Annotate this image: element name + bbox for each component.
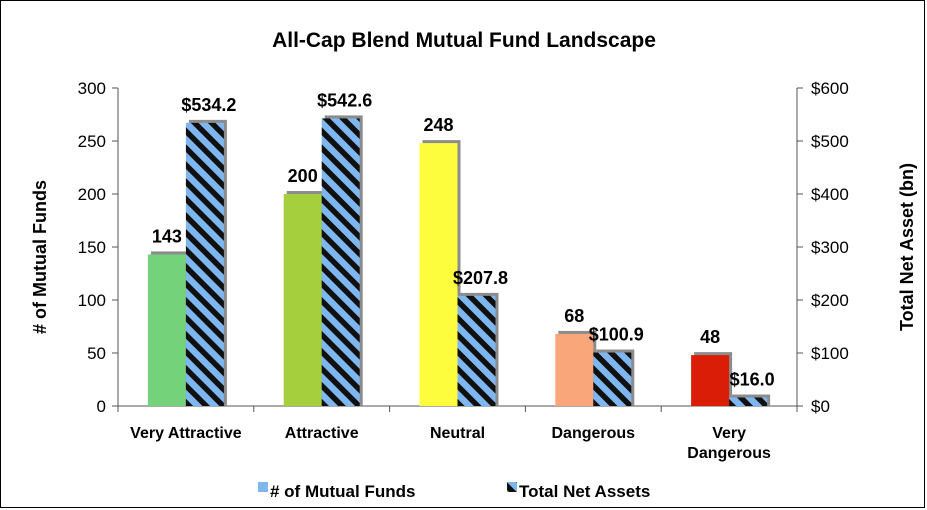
- right-tick-label: $0: [811, 397, 830, 416]
- net-assets-label: $542.6: [317, 90, 372, 110]
- fund-count-bar: [691, 355, 730, 406]
- legend-swatch-fund-count: [258, 482, 268, 492]
- net-assets-label: $534.2: [181, 95, 236, 115]
- fund-count-bar: [147, 254, 186, 406]
- left-tick-label: 50: [87, 344, 106, 363]
- net-assets-bar: [457, 295, 496, 406]
- left-tick-label: 150: [78, 238, 106, 257]
- x-category-label: Very Attractive: [130, 425, 242, 442]
- x-category-label: Attractive: [285, 425, 359, 442]
- fund-count-label: 143: [152, 226, 182, 246]
- x-category-label: Very: [712, 425, 746, 442]
- right-tick-label: $500: [811, 132, 849, 151]
- fund-count-label: 248: [423, 115, 453, 135]
- legend-label-net-assets: Total Net Assets: [519, 482, 650, 501]
- chart-title: All-Cap Blend Mutual Fund Landscape: [272, 29, 656, 52]
- right-tick-label: $100: [811, 344, 849, 363]
- left-axis-title: # of Mutual Funds: [30, 180, 50, 334]
- fund-count-bar: [555, 333, 594, 406]
- fund-count-bar: [283, 194, 322, 406]
- right-tick-label: $200: [811, 291, 849, 310]
- axes: 0 50 100 150 200 250 300 $0 $100 $200 $300 $400 $500…: [30, 79, 917, 462]
- left-tick-label: 200: [78, 185, 106, 204]
- bars: [147, 115, 771, 407]
- left-tick-label: 0: [97, 397, 106, 416]
- right-tick-label: $400: [811, 185, 849, 204]
- net-assets-label: $16.0: [730, 370, 775, 390]
- net-assets-bar: [593, 352, 632, 406]
- x-category-label: Neutral: [430, 425, 485, 442]
- right-axis-title: Total Net Asset (bn): [897, 163, 917, 331]
- fund-count-label: 68: [564, 306, 584, 326]
- right-tick-label: $600: [811, 79, 849, 98]
- data-labels: 143 $534.2 200 $542.6 248 $207.8 68$100.9 48 $16…: [152, 90, 775, 389]
- legend: # of Mutual Funds Total Net Assets: [258, 482, 650, 501]
- net-assets-bar: [729, 397, 768, 406]
- right-tick-label: $300: [811, 238, 849, 257]
- net-assets-label: $100.9: [589, 325, 644, 345]
- fund-count-label: 200: [288, 166, 318, 186]
- x-category-label: Dangerous: [687, 445, 771, 462]
- x-category-label: Dangerous: [552, 425, 636, 442]
- fund-count-label: 48: [700, 327, 720, 347]
- net-assets-bar: [185, 122, 224, 407]
- fund-count-bar: [419, 143, 458, 406]
- left-tick-label: 250: [78, 132, 106, 151]
- left-tick-label: 300: [78, 79, 106, 98]
- net-assets-bar: [321, 118, 360, 406]
- legend-swatch-net-assets: [507, 482, 517, 492]
- left-tick-label: 100: [78, 291, 106, 310]
- legend-label-fund-count: # of Mutual Funds: [270, 482, 415, 501]
- net-assets-label: $207.8: [453, 268, 508, 288]
